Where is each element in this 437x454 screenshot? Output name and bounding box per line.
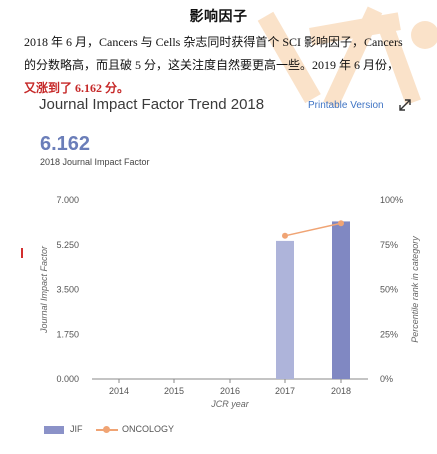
document-title: 影响因子 (189, 9, 248, 25)
y2-tick-label: 75% (380, 240, 398, 250)
legend-dot-oncology (103, 426, 110, 433)
card-title: Journal Impact Factor Trend 2018 (39, 96, 265, 113)
jif-bar-2018 (332, 221, 350, 379)
x-tick-label: 2014 (109, 386, 129, 396)
x-tick-label: 2015 (164, 386, 184, 396)
y2-tick-label: 0% (380, 374, 393, 384)
jif-value: 6.162 (40, 133, 91, 155)
x-axis-title: JCR year (210, 399, 250, 409)
jif-bar-2017 (276, 240, 294, 379)
margin-marker (21, 248, 23, 258)
paragraph-line-3: 又涨到了 6.162 分。 (24, 81, 130, 95)
y-tick-label: 1.750 (56, 329, 79, 339)
y-tick-label: 0.000 (56, 374, 79, 384)
y-axis-title: Journal Impact Factor (39, 245, 49, 334)
y-tick-label: 5.250 (56, 240, 79, 250)
oncology-point-2017 (282, 232, 288, 239)
x-tick-label: 2018 (331, 386, 351, 396)
legend-label-jif: JIF (70, 424, 83, 434)
oncology-point-2018 (338, 220, 344, 227)
x-tick-label: 2016 (220, 386, 240, 396)
expand-arrows-icon[interactable] (398, 98, 412, 112)
paragraph-line-2: 的分数略高，而且破 5 分，这关注度自然要更高一些。2019 年 6 月份， (24, 58, 400, 72)
y2-axis-title: Percentile rank in category (410, 236, 420, 343)
y-tick-label: 3.500 (56, 285, 79, 295)
legend-swatch-jif (44, 426, 64, 434)
y-tick-label: 7.000 (56, 195, 79, 205)
paragraph-line-1: 2018 年 6 月，Cancers 与 Cells 杂志同时获得首个 SCI … (24, 35, 403, 49)
oncology-line (284, 222, 342, 237)
y2-tick-label: 50% (380, 285, 398, 295)
jif-caption: 2018 Journal Impact Factor (40, 157, 150, 167)
x-tick-label: 2017 (275, 386, 295, 396)
legend-label-oncology: ONCOLOGY (122, 424, 175, 434)
y2-tick-label: 25% (380, 329, 398, 339)
printable-version-link[interactable]: Printable Version (308, 100, 384, 111)
y2-tick-label: 100% (380, 195, 403, 205)
